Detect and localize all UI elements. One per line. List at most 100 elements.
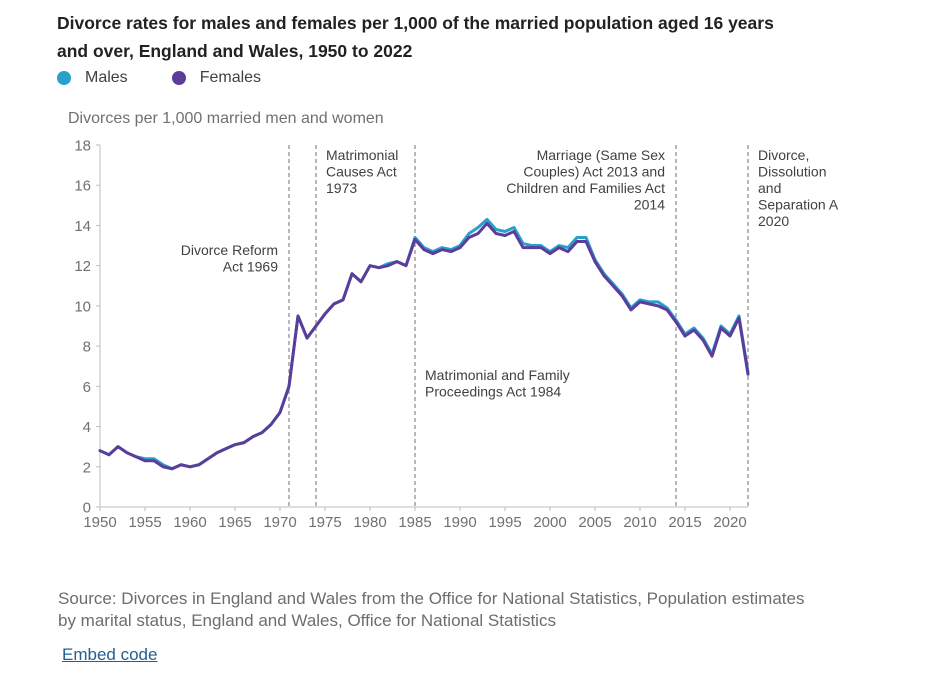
data-point-males — [494, 228, 498, 231]
data-point-females — [593, 260, 597, 263]
data-point-females — [512, 230, 516, 233]
data-point-males — [656, 300, 660, 304]
legend-item-males[interactable]: Males — [57, 69, 128, 87]
x-tick-label: 1990 — [443, 514, 476, 531]
data-point-females — [566, 250, 570, 253]
data-point-females — [629, 308, 633, 312]
annotation-label: Matrimonial Causes Act 1973 — [326, 147, 398, 196]
annotation-label: Marriage (Same Sex Couples) Act 2013 and C… — [506, 147, 665, 213]
data-point-females — [737, 316, 741, 320]
data-point-males — [566, 246, 570, 249]
data-point-females — [107, 453, 111, 456]
y-tick-label: 10 — [74, 298, 91, 315]
y-tick-label: 18 — [74, 138, 91, 155]
y-tick-label: 12 — [74, 258, 91, 275]
data-point-females — [692, 328, 696, 332]
data-point-females — [251, 435, 255, 438]
chart-title: Divorce rates for males and females per … — [57, 13, 774, 61]
data-point-females — [188, 465, 192, 468]
data-point-females — [575, 240, 579, 243]
annotation-label: Divorce Reform Act 1969 — [181, 242, 278, 275]
y-tick-label: 16 — [74, 178, 91, 195]
annotation-label: Divorce, Dissolution and Separation A 2020 — [758, 147, 839, 229]
data-point-females — [314, 324, 318, 328]
x-tick-label: 2000 — [533, 514, 566, 531]
x-tick-label: 2005 — [578, 514, 611, 531]
data-point-males — [557, 244, 561, 247]
x-tick-label: 1995 — [488, 514, 521, 531]
data-point-males — [485, 218, 489, 221]
data-point-females — [719, 326, 723, 330]
data-point-females — [278, 411, 282, 414]
data-point-females — [395, 260, 399, 263]
data-point-females — [332, 302, 336, 306]
data-point-females — [548, 252, 552, 255]
data-point-males — [719, 324, 723, 328]
y-tick-label: 2 — [83, 459, 91, 476]
data-point-males — [413, 236, 417, 239]
data-point-females — [350, 272, 354, 275]
data-point-females — [179, 463, 183, 466]
data-point-females — [197, 463, 201, 466]
data-point-females — [584, 240, 588, 243]
data-point-females — [152, 459, 156, 462]
data-point-females — [269, 423, 273, 426]
data-point-females — [467, 236, 471, 239]
data-point-males — [476, 226, 480, 229]
data-point-males — [503, 230, 507, 233]
data-point-females — [125, 451, 129, 454]
data-point-males — [575, 236, 579, 239]
data-point-females — [701, 338, 705, 342]
data-point-females — [143, 459, 147, 462]
x-tick-label: 2015 — [668, 514, 701, 531]
data-point-females — [530, 246, 534, 249]
females-swatch-icon — [171, 71, 186, 85]
data-point-females — [539, 246, 543, 249]
data-point-males — [584, 236, 588, 239]
data-point-females — [494, 232, 498, 235]
annotation-label: Matrimonial and Family Proceedings Act 19… — [425, 367, 570, 400]
embed-code-link[interactable]: Embed code — [62, 645, 158, 664]
x-tick-label: 1960 — [173, 514, 206, 531]
data-point-females — [638, 300, 642, 304]
data-point-females — [602, 274, 606, 277]
data-point-females — [224, 447, 228, 450]
legend-label-females: Females — [199, 69, 262, 86]
data-point-females — [341, 298, 345, 302]
data-point-females — [359, 280, 363, 283]
legend-item-females[interactable]: Females — [171, 69, 262, 87]
legend-label-males: Males — [85, 69, 128, 86]
males-swatch-icon — [57, 71, 71, 85]
y-tick-label: 8 — [83, 339, 91, 356]
x-tick-label: 1980 — [353, 514, 386, 531]
data-point-females — [503, 234, 507, 237]
data-point-females — [170, 467, 174, 470]
x-tick-label: 1970 — [263, 514, 296, 531]
data-point-females — [665, 308, 669, 312]
data-point-females — [458, 246, 462, 249]
data-point-females — [98, 449, 102, 452]
y-tick-label: 14 — [74, 218, 91, 235]
data-point-females — [134, 455, 138, 458]
x-tick-label: 1965 — [218, 514, 251, 531]
data-point-females — [440, 248, 444, 251]
data-point-females — [206, 457, 210, 460]
data-point-females — [620, 294, 624, 298]
data-point-females — [728, 334, 732, 338]
data-point-females — [296, 314, 300, 318]
data-point-females — [521, 246, 525, 249]
data-point-females — [386, 264, 390, 267]
data-point-females — [260, 431, 264, 434]
y-tick-label: 0 — [83, 500, 91, 517]
data-point-females — [422, 248, 426, 251]
data-point-males — [638, 298, 642, 302]
x-tick-label: 2010 — [623, 514, 656, 531]
y-axis-label: Divorces per 1,000 married men and women — [68, 110, 384, 127]
data-point-females — [305, 336, 309, 340]
series-line-females — [98, 221, 750, 471]
data-point-females — [233, 443, 237, 446]
data-point-females — [413, 238, 417, 241]
data-point-females — [242, 441, 246, 444]
data-point-females — [710, 354, 714, 358]
data-point-males — [467, 232, 471, 235]
